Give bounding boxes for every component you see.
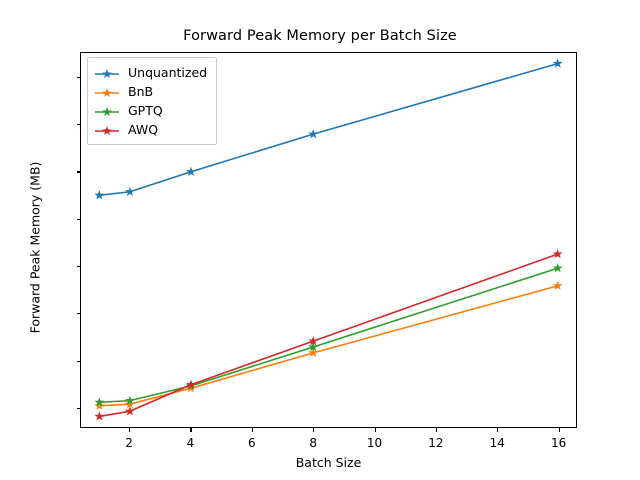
chart-title: Forward Peak Memory per Batch Size: [183, 28, 457, 44]
marker-awq: [186, 379, 196, 389]
legend-label: BnB: [128, 84, 154, 99]
x-tick-label: 10: [366, 436, 383, 450]
marker-bnb: [124, 399, 135, 409]
y-tick-mark: [76, 171, 80, 173]
x-axis-label: Batch Size: [295, 455, 362, 470]
y-tick-mark: [76, 218, 80, 220]
series-awq: [94, 248, 563, 421]
y-tick-mark: [76, 266, 80, 268]
x-tick-mark: [129, 428, 131, 432]
marker-bnb: [308, 347, 319, 358]
marker-unquantized: [124, 186, 135, 196]
x-tick-label: 2: [125, 436, 133, 450]
series-gptq: [94, 263, 563, 407]
series-unquantized: [94, 58, 563, 200]
x-tick-mark: [435, 428, 437, 432]
marker-unquantized: [552, 58, 563, 68]
marker-unquantized: [186, 166, 196, 176]
line-bnb: [98, 285, 559, 407]
x-tick-mark: [313, 428, 315, 432]
marker-awq: [552, 248, 563, 259]
x-tick-mark: [558, 428, 560, 432]
y-tick-mark: [76, 407, 80, 409]
legend-label: Unquantized: [128, 65, 208, 80]
series-lines: [94, 58, 563, 421]
y-axis-label: Forward Peak Memory (MB): [27, 161, 43, 334]
legend-label: AWQ: [128, 122, 159, 137]
marker-bnb: [552, 280, 563, 291]
x-tick-label: 14: [489, 436, 505, 450]
x-tick-mark: [374, 428, 376, 432]
marker-gptq: [552, 263, 563, 273]
marker-gptq: [308, 341, 319, 352]
marker-awq: [308, 335, 319, 346]
marker-unquantized: [308, 128, 319, 139]
legend-item-unquantized[interactable]: Unquantized: [94, 63, 207, 82]
legend-swatch-icon: [94, 104, 120, 118]
series-bnb: [94, 280, 563, 411]
marker-bnb: [94, 400, 105, 411]
x-tick-mark: [251, 428, 253, 432]
x-tick-label: 16: [550, 436, 567, 450]
legend-label: GPTQ: [128, 103, 163, 118]
marker-unquantized: [94, 190, 105, 200]
legend-swatch-icon: [94, 123, 120, 137]
x-tick-mark: [190, 428, 192, 432]
x-tick-label: 8: [309, 436, 317, 450]
legend-swatch-icon: [94, 85, 120, 99]
legend-item-awq[interactable]: AWQ: [94, 120, 207, 139]
marker-awq: [94, 411, 105, 421]
legend-swatch-icon: [94, 66, 120, 80]
y-tick-mark: [76, 313, 80, 315]
y-tick-mark: [76, 124, 80, 126]
y-tick-mark: [76, 76, 80, 78]
y-tick-mark: [76, 360, 80, 362]
legend-item-bnb[interactable]: BnB: [94, 82, 207, 101]
x-tick-label: 4: [186, 436, 195, 450]
marker-awq: [124, 406, 135, 416]
legend-item-gptq[interactable]: GPTQ: [94, 101, 207, 120]
x-tick-label: 12: [428, 436, 444, 450]
chart-legend[interactable]: Unquantized BnB GPTQ AWQ: [87, 57, 218, 145]
marker-gptq: [124, 395, 135, 405]
x-tick-mark: [497, 428, 499, 432]
marker-gptq: [94, 397, 105, 407]
x-tick-label: 6: [247, 436, 256, 450]
